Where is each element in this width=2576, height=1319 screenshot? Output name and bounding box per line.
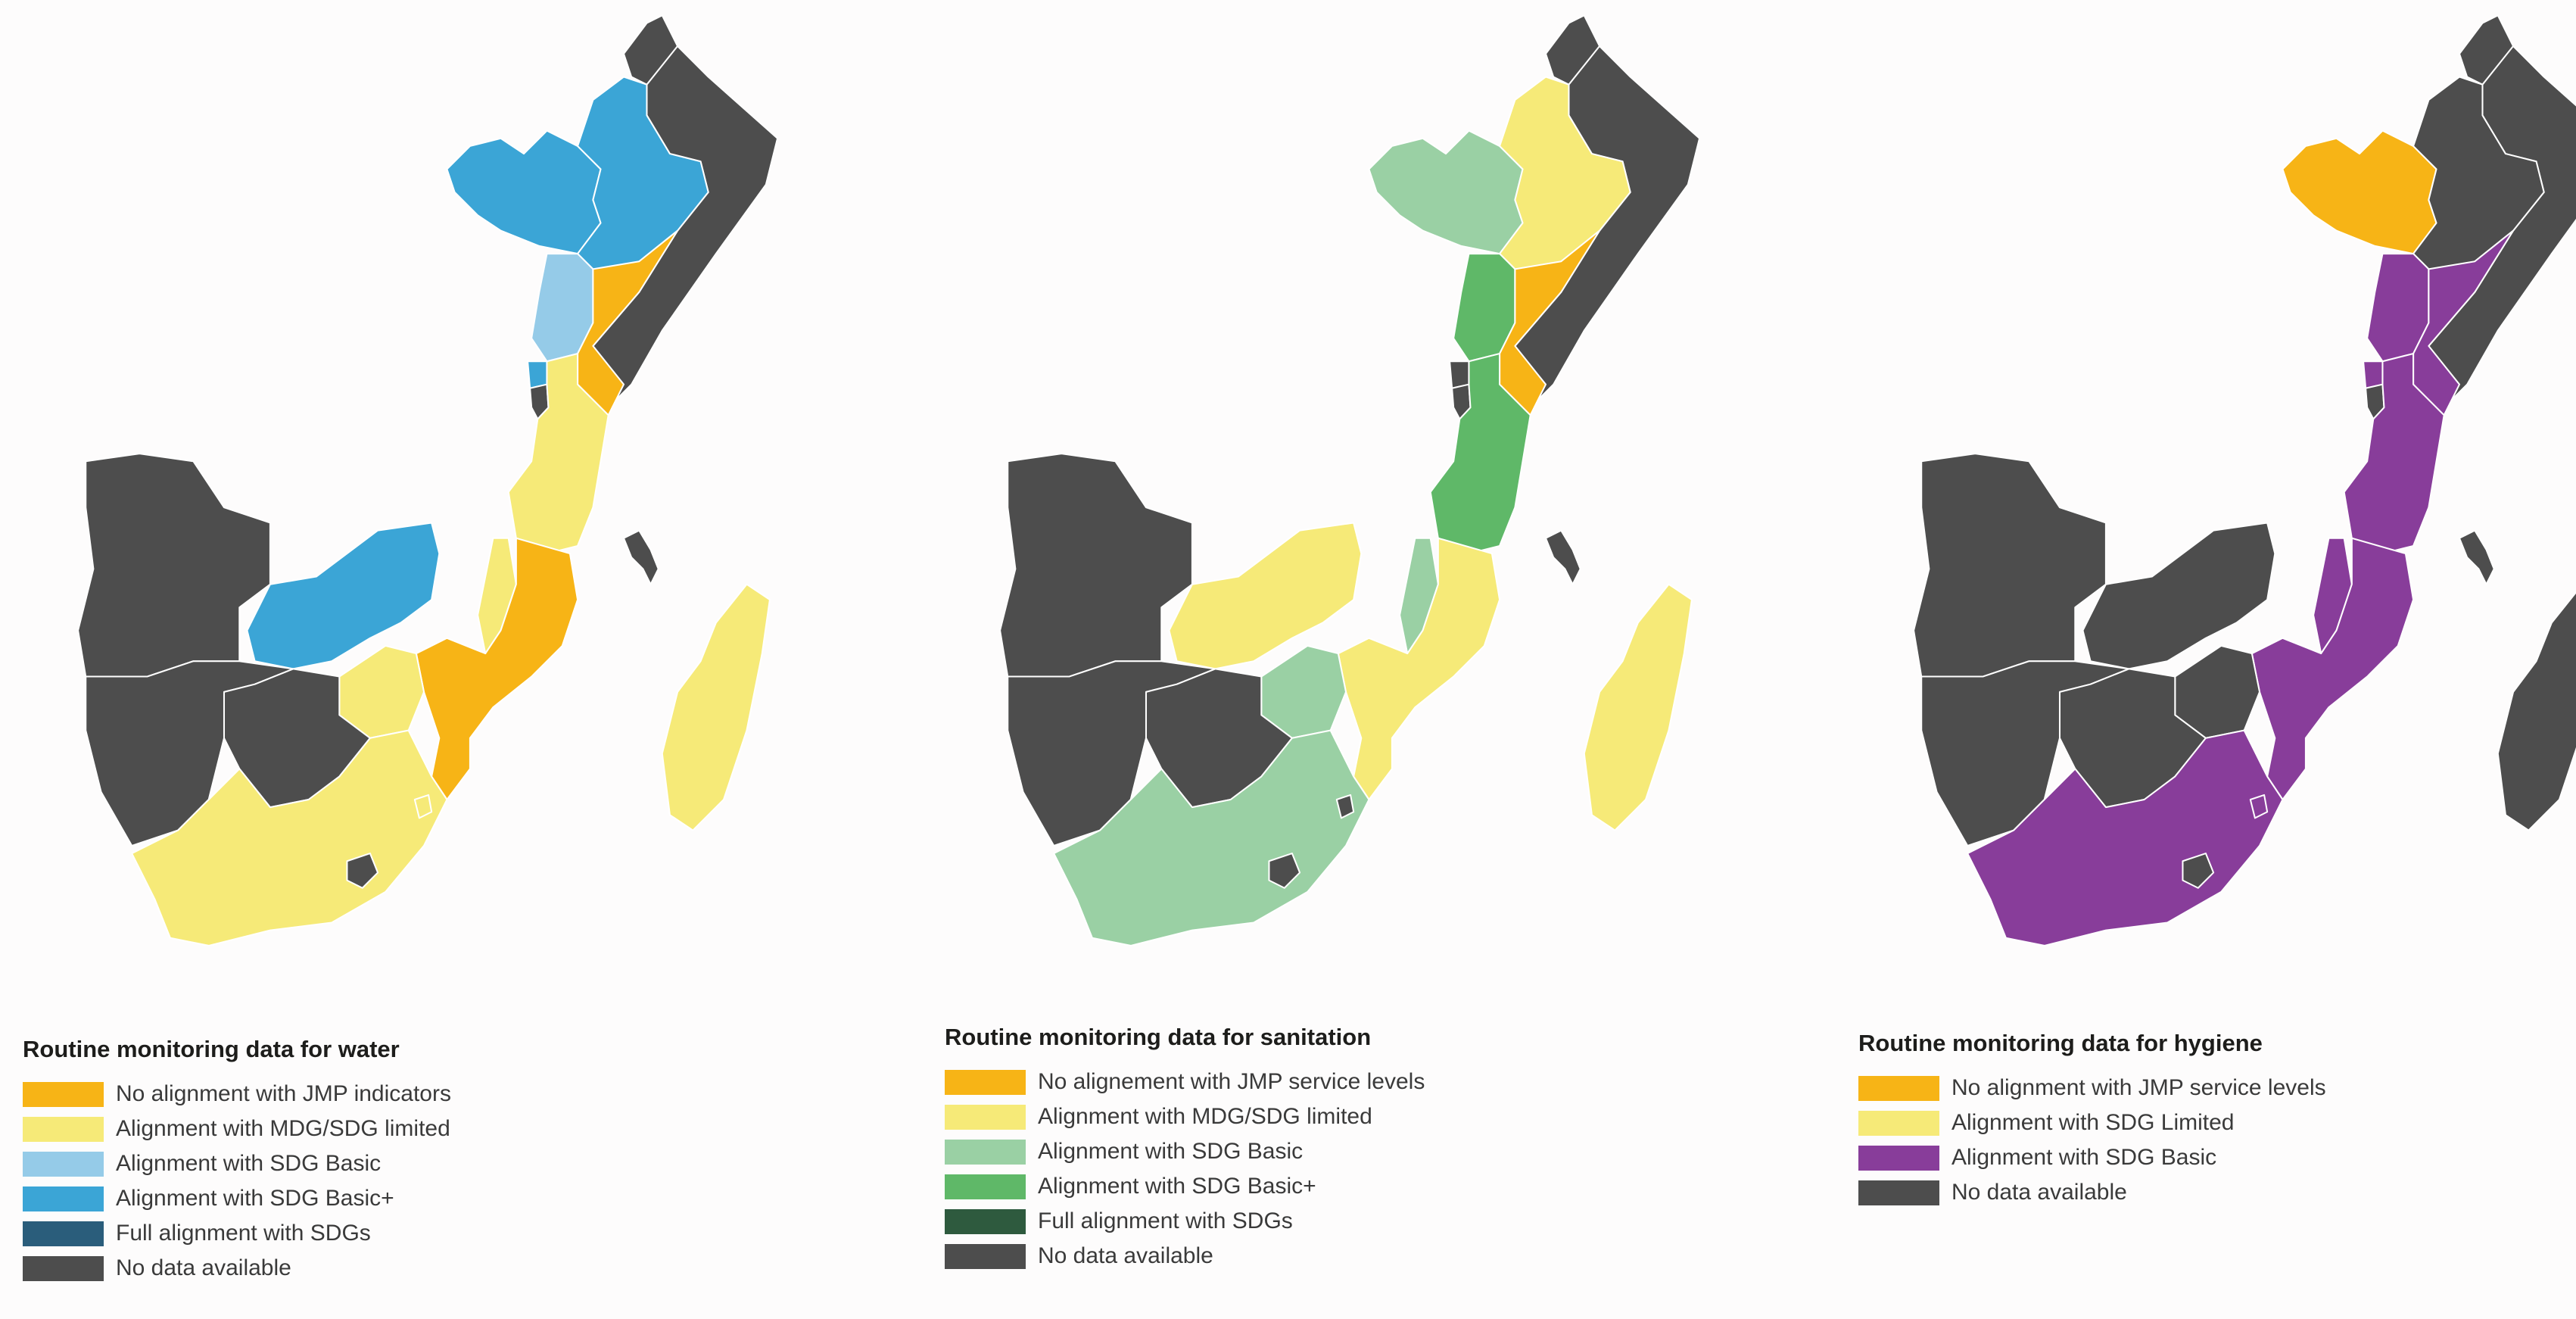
country-madagascar — [2497, 591, 2576, 831]
country-swaziland — [413, 794, 433, 819]
legend-item: Alignment with MDG/SDG limited — [945, 1099, 1425, 1134]
legend-item: Alignment with SDG Basic — [23, 1146, 451, 1181]
legend-swatch — [945, 1174, 1026, 1199]
legend-label: Alignment with SDG Basic — [1951, 1145, 2217, 1170]
legend-swatch — [23, 1081, 104, 1107]
legend-item: Alignment with MDG/SDG limited — [23, 1112, 451, 1146]
country-rwanda — [2363, 360, 2384, 389]
country-rwanda — [527, 360, 548, 389]
legend-swatch — [1858, 1075, 1939, 1101]
legend-items: No alignment with JMP service levels Alig… — [1858, 1071, 2326, 1210]
country-comoros — [2458, 529, 2495, 585]
legend-label: Full alignment with SDGs — [116, 1221, 371, 1246]
legend-item: No alignment with JMP indicators — [23, 1077, 451, 1112]
legend-item: Full alignment with SDGs — [945, 1204, 1425, 1239]
legend-item: Alignment with SDG Limited — [1858, 1105, 2326, 1140]
map-hygiene — [1913, 14, 2576, 946]
country-swaziland — [2249, 794, 2269, 819]
country-madagascar — [1583, 583, 1693, 831]
country-lesotho — [346, 853, 379, 889]
legend-swatch — [1858, 1110, 1939, 1136]
legend-label: No data available — [1038, 1243, 1213, 1268]
legend-label: Alignment with MDG/SDG limited — [116, 1116, 450, 1141]
legend-items: No alignement with JMP service levels Ali… — [945, 1065, 1425, 1274]
legend-title: Routine monitoring data for water — [23, 1036, 400, 1062]
legend-label: Alignment with SDG Basic — [1038, 1139, 1304, 1164]
country-zambia — [2082, 522, 2276, 670]
panel-sanitation: Routine monitoring data for sanitation N… — [922, 0, 1770, 1319]
country-kenya — [1499, 229, 1601, 416]
country-lesotho — [2182, 853, 2215, 889]
panel-hygiene: Routine monitoring data for hygiene No a… — [1836, 0, 2576, 1319]
legend-label: Alignment with SDG Basic+ — [116, 1186, 394, 1211]
legend-swatch — [23, 1255, 104, 1281]
country-kenya — [577, 229, 679, 416]
legend-swatch — [23, 1186, 104, 1211]
legend-item: No alignment with JMP service levels — [1858, 1071, 2326, 1105]
legend-item: No alignement with JMP service levels — [945, 1065, 1425, 1099]
legend-label: Alignment with SDG Basic+ — [1038, 1174, 1316, 1199]
legend-swatch — [945, 1243, 1026, 1269]
legend-swatch — [1858, 1145, 1939, 1171]
country-zambia — [1168, 522, 1363, 670]
legend-label: No alignment with JMP service levels — [1951, 1075, 2326, 1100]
legend-item: No data available — [945, 1239, 1425, 1274]
legend-item: Alignment with SDG Basic+ — [945, 1169, 1425, 1204]
legend-item: Alignment with SDG Basic+ — [23, 1181, 451, 1216]
country-sudan-south — [1368, 129, 1524, 255]
legend-sanitation: Routine monitoring data for sanitation N… — [945, 1024, 1425, 1274]
legend-water: Routine monitoring data for water No ali… — [23, 1036, 451, 1286]
country-south-africa — [131, 729, 448, 946]
legend-label: Alignment with SDG Limited — [1951, 1110, 2235, 1135]
legend-label: No data available — [116, 1255, 291, 1280]
map-sanitation — [999, 14, 1701, 946]
country-zambia — [246, 522, 441, 670]
country-kenya — [2412, 229, 2515, 416]
legend-title: Routine monitoring data for sanitation — [945, 1024, 1372, 1050]
panel-water: Routine monitoring data for water No ali… — [0, 0, 848, 1319]
legend-label: Alignment with MDG/SDG limited — [1038, 1104, 1372, 1129]
country-south-africa — [1053, 729, 1370, 946]
legend-swatch — [945, 1139, 1026, 1165]
country-swaziland — [1335, 794, 1355, 819]
country-angola — [77, 453, 271, 678]
legend-swatch — [945, 1208, 1026, 1234]
legend-item: Alignment with SDG Basic — [1858, 1140, 2326, 1175]
legend-title: Routine monitoring data for hygiene — [1858, 1030, 2263, 1056]
country-sudan-south — [2282, 129, 2437, 255]
country-angola — [1913, 453, 2107, 678]
legend-swatch — [23, 1116, 104, 1142]
legend-swatch — [23, 1221, 104, 1246]
legend-item: Full alignment with SDGs — [23, 1216, 451, 1251]
legend-swatch — [945, 1104, 1026, 1130]
legend-items: No alignment with JMP indicators Alignmen… — [23, 1077, 451, 1286]
legend-item: No data available — [1858, 1175, 2326, 1210]
legend-label: No alignement with JMP service levels — [1038, 1069, 1425, 1094]
legend-hygiene: Routine monitoring data for hygiene No a… — [1858, 1030, 2326, 1210]
country-angola — [999, 453, 1193, 678]
legend-label: Alignment with SDG Basic — [116, 1151, 382, 1176]
country-madagascar — [661, 583, 771, 831]
legend-swatch — [1858, 1180, 1939, 1205]
legend-item: Alignment with SDG Basic — [945, 1134, 1425, 1169]
legend-swatch — [23, 1151, 104, 1177]
legend-label: No alignment with JMP indicators — [116, 1081, 451, 1106]
legend-label: No data available — [1951, 1180, 2127, 1205]
country-south-africa — [1967, 729, 2284, 946]
country-sudan-south — [446, 129, 602, 255]
country-lesotho — [1268, 853, 1301, 889]
legend-swatch — [945, 1069, 1026, 1095]
legend-label: Full alignment with SDGs — [1038, 1208, 1293, 1233]
map-water — [77, 14, 779, 946]
country-comoros — [622, 529, 659, 585]
legend-item: No data available — [23, 1251, 451, 1286]
country-rwanda — [1449, 360, 1470, 389]
country-comoros — [1544, 529, 1581, 585]
